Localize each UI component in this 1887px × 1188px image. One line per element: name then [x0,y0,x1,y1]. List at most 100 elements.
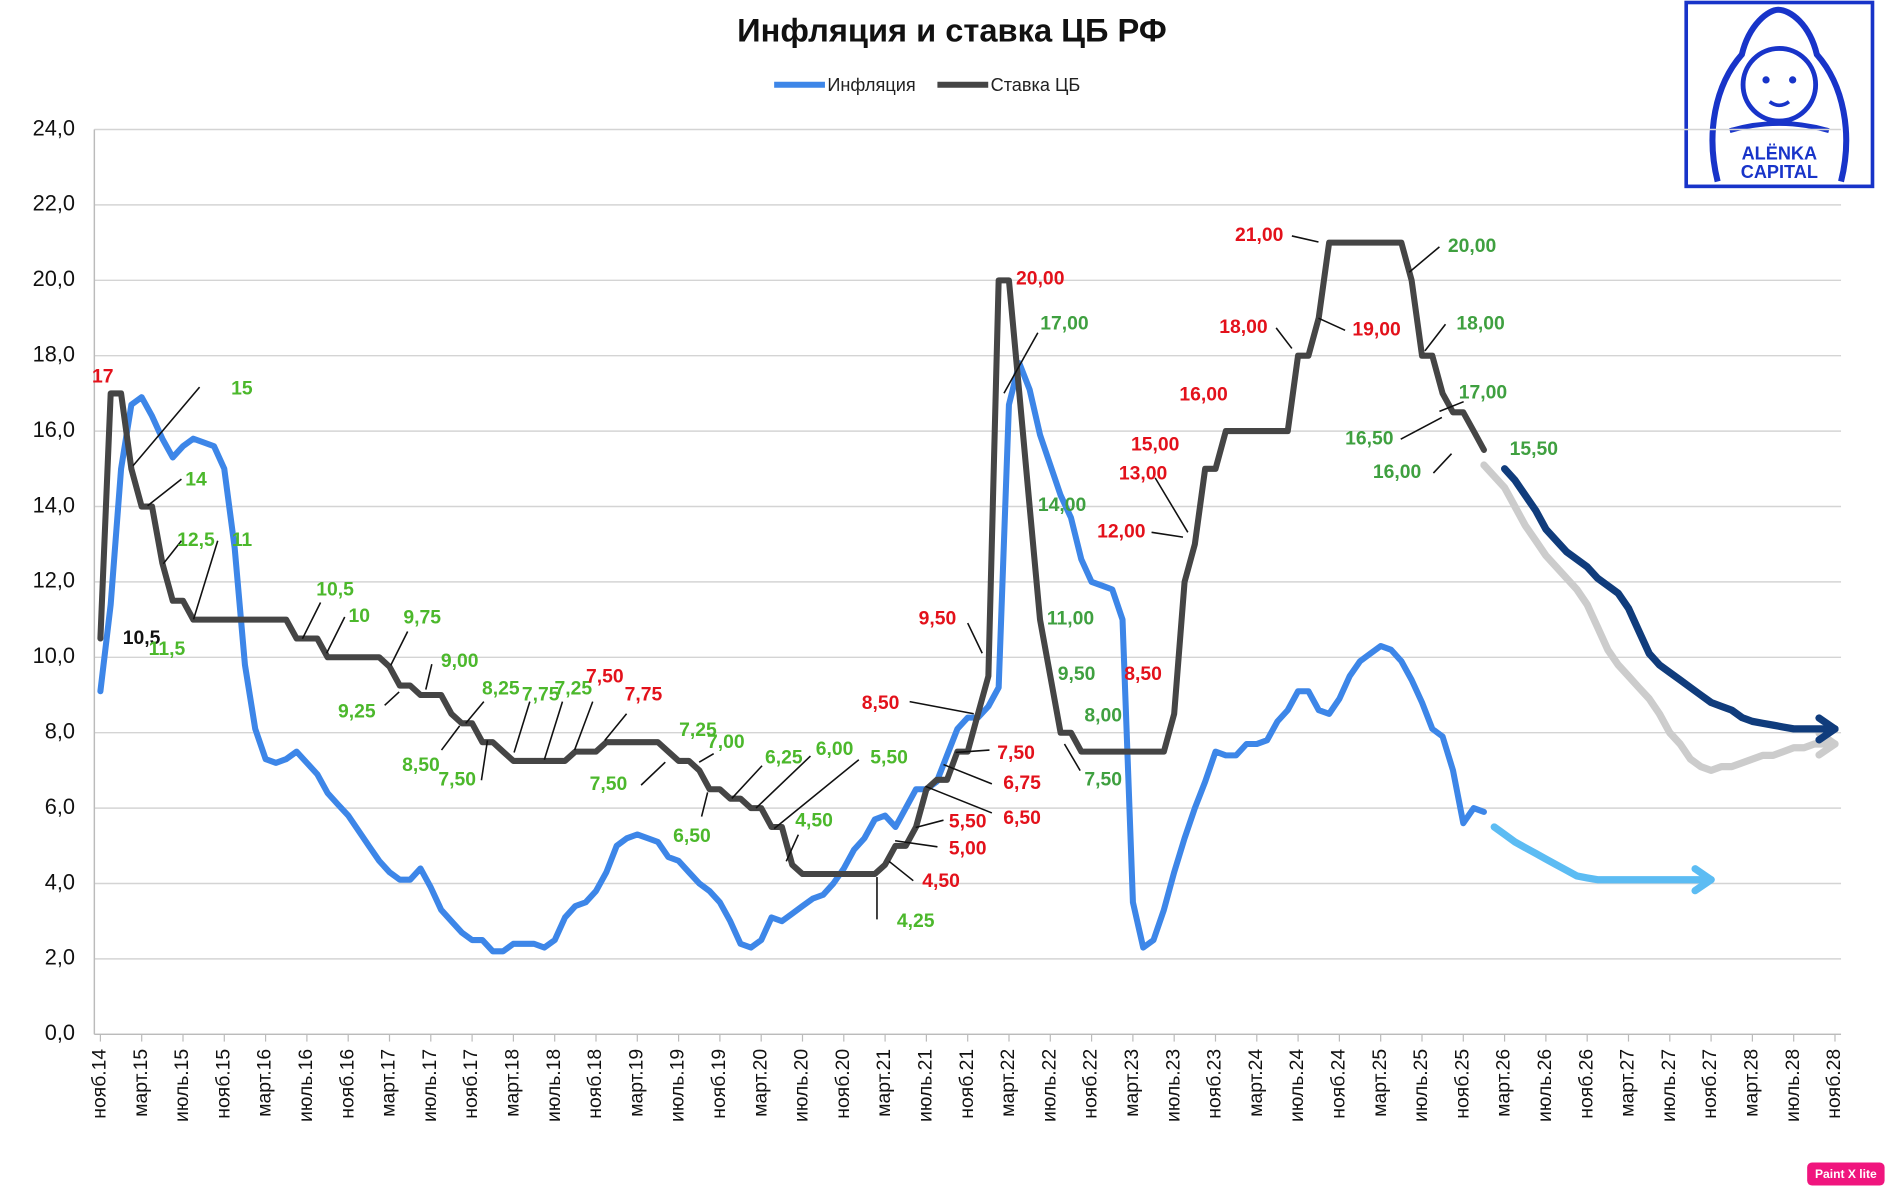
logo-text: CAPITAL [1741,162,1818,182]
annotation: 6,75 [1003,772,1041,794]
x-tick-label: нояб.23 [1204,1049,1226,1119]
annotation: 18,00 [1456,312,1504,334]
x-tick-label: нояб.21 [956,1049,978,1119]
annotation-leader [1439,400,1464,413]
annotation-leader [132,386,201,467]
annotation: 17,00 [1459,381,1507,403]
arrowhead [1691,865,1715,895]
arrowhead [1815,714,1839,744]
annotation: 8,00 [1084,704,1122,726]
data-line [1490,823,1715,884]
annotation-leader [640,761,666,786]
x-tick-label: март.19 [625,1049,647,1117]
annotation: 11,00 [1047,608,1094,630]
logo-doll [1709,6,1850,183]
annotation: 7,50 [997,742,1035,764]
annotation: 6,25 [765,747,803,769]
x-tick-label: нояб.18 [584,1049,606,1119]
annotation: 6,50 [673,825,711,847]
annotation: 7,25 [555,678,593,700]
annotation: 15 [231,378,253,400]
chart-title: Инфляция и ставка ЦБ РФ [737,11,1167,48]
annotation: 10,5 [316,578,354,600]
annotation-leader [955,749,990,754]
annotation: 4,50 [922,870,960,892]
annotation-leader [1063,743,1081,772]
x-tick-label: март.26 [1493,1049,1515,1117]
x-tick-label: нояб.17 [460,1049,482,1119]
annotation-leader [573,701,594,751]
annotation-leader [604,713,628,741]
x-tick-label: нояб.15 [212,1049,234,1119]
annotation: 15,00 [1131,433,1179,455]
annotation-leader [698,752,715,763]
logo-eye [1789,76,1797,84]
annotation-leader [1400,416,1443,440]
annotation: 9,50 [1058,663,1096,685]
annotation-leader [755,755,811,809]
annotation-leader [1424,323,1447,352]
x-tick-label: нояб.26 [1575,1049,1597,1119]
annotation-leader [925,785,993,814]
annotation: 16,00 [1373,461,1421,483]
annotation-leader [162,540,183,565]
y-tick-label: 8,0 [45,718,75,743]
x-tick-label: июль.26 [1534,1049,1556,1122]
x-tick-label: нояб.19 [708,1049,730,1119]
annotation: 7,75 [522,684,560,706]
y-tick-label: 24,0 [33,115,75,140]
x-tick-label: март.22 [997,1049,1019,1117]
x-tick-label: июль.18 [543,1049,565,1122]
x-tick-label: нояб.24 [1327,1049,1349,1119]
annotation-leader [731,765,763,799]
annotation-leader [384,691,400,706]
x-tick-label: нояб.25 [1451,1049,1473,1119]
x-tick-label: март.23 [1121,1049,1143,1117]
annotation: 7,50 [586,666,624,688]
annotation: 20,00 [1016,268,1064,290]
annotation: 12,5 [177,529,215,551]
legend-label: Ставка ЦБ [991,75,1081,95]
annotation: 7,25 [679,719,717,741]
annotation: 8,25 [482,678,520,700]
x-tick-label: март.18 [502,1049,524,1117]
annotation: 4,50 [795,810,833,832]
y-tick-label: 6,0 [45,794,75,819]
watermark: Paint X lite [1815,1167,1877,1181]
annotation: 5,50 [949,811,987,833]
annotation: 11,5 [149,638,186,660]
annotation-leader [895,839,938,848]
logo-scarf [1729,121,1830,134]
annotation-leader [390,631,409,666]
data-line [97,360,1487,955]
x-tick-label: июль.16 [295,1049,317,1122]
annotation-leader [773,759,860,830]
annotation-leader [480,740,489,781]
y-tick-label: 14,0 [33,492,75,517]
annotation: 17,00 [1040,312,1088,334]
annotation: 14,00 [1038,494,1086,516]
y-tick-label: 2,0 [45,945,75,970]
y-tick-label: 16,0 [33,417,75,442]
annotation: 15,50 [1510,438,1558,460]
annotation: 9,25 [338,701,376,723]
annotation-leader [1318,317,1346,332]
x-tick-label: нояб.14 [89,1049,111,1119]
logo-eye [1762,76,1770,84]
x-tick-label: июль.25 [1410,1049,1432,1122]
x-tick-label: июль.24 [1286,1049,1308,1122]
annotation-leader [909,700,974,715]
y-tick-label: 12,0 [33,568,75,593]
annotation-leader [465,701,485,724]
logo-mouth [1768,100,1791,108]
annotation-leader [1275,327,1293,349]
x-tick-label: июль.27 [1658,1049,1680,1122]
x-tick-label: нояб.27 [1699,1049,1721,1119]
x-tick-label: март.25 [1369,1049,1391,1117]
annotation: 7,50 [438,768,476,790]
annotation: 16,50 [1345,427,1393,449]
annotation: 18,00 [1219,316,1267,338]
x-tick-label: июль.17 [419,1049,441,1122]
annotation: 9,75 [403,606,441,628]
annotation: 5,50 [870,747,908,769]
